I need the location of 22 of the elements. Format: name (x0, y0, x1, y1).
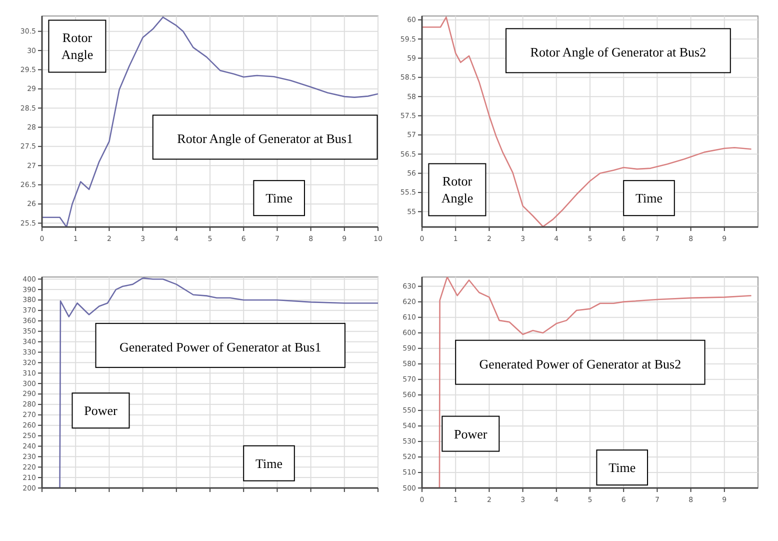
label-box: Power (442, 416, 500, 452)
text: Rotor Angle of Generator at Bus1 (177, 131, 353, 146)
label-box: Power (72, 392, 130, 429)
y-axis-title: Power (454, 426, 488, 442)
label-box: Time (596, 450, 648, 486)
label-box: Rotor Angle (428, 163, 486, 216)
label-box: Time (253, 180, 305, 216)
title-box: Rotor Angle of Generator at Bus1 (152, 114, 378, 160)
x-axis-title: Time (266, 190, 293, 206)
y-axis-title: Power (84, 403, 118, 418)
title-box: Generated Power of Generator at Bus2 (455, 340, 706, 385)
x-axis-title: Time (608, 460, 636, 476)
x-axis-title: Time (256, 456, 283, 471)
label-box: Time (243, 445, 295, 482)
x-axis-title: Time (636, 190, 663, 206)
y-axis-title: Rotor Angle (441, 174, 474, 206)
text: Generated Power of Generator at Bus2 (479, 356, 682, 372)
title-box: Generated Power of Generator at Bus1 (95, 322, 346, 368)
title-box: Rotor Angle of Generator at Bus2 (506, 28, 731, 74)
y-axis-title: Rotor Angle (61, 30, 94, 62)
label-box: Rotor Angle (48, 20, 106, 73)
label-box: Time (623, 180, 675, 216)
